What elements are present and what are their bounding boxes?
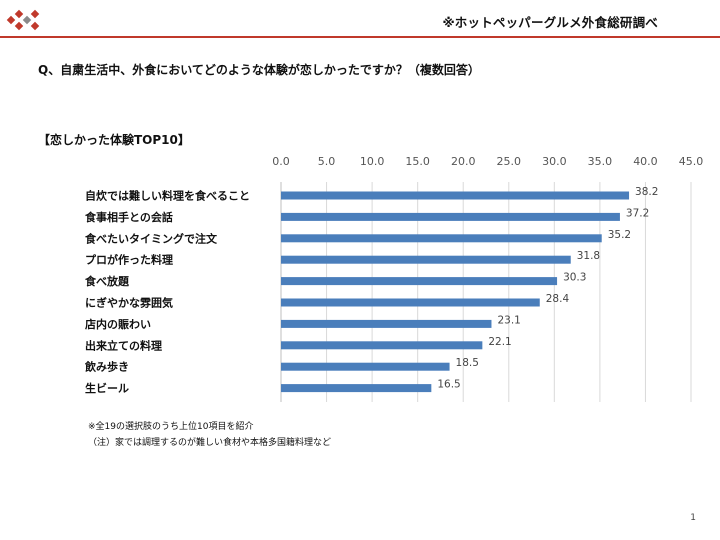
header-divider (0, 36, 720, 38)
footnote: （注）家では調理するのが難しい食材や本格多国籍料理など (88, 438, 332, 448)
category-label: 食べ放題 (85, 274, 130, 288)
bar (281, 362, 450, 371)
category-label: 食事相手との会話 (85, 210, 173, 224)
data-label: 18.5 (456, 357, 479, 369)
bar (281, 384, 432, 393)
bar (281, 341, 483, 350)
x-tick-label: 10.0 (360, 155, 385, 168)
x-tick-label: 5.0 (318, 155, 336, 168)
category-label: 食べたいタイミングで注文 (85, 231, 218, 245)
category-label: 自炊では難しい料理を食べること (85, 189, 250, 203)
bar (281, 298, 540, 307)
data-label: 23.1 (497, 314, 520, 326)
data-label: 16.5 (437, 379, 460, 391)
footnote: ※全19の選択肢のうち上位10項目を紹介 (88, 422, 254, 432)
data-label: 35.2 (608, 229, 631, 241)
survey-question: Q、自粛生活中、外食においてどのような体験が恋しかったですか？（複数回答） (38, 63, 480, 77)
x-tick-label: 20.0 (451, 155, 476, 168)
bar (281, 191, 630, 200)
source-note: ※ホットペッパーグルメ外食総研調べ (442, 15, 658, 30)
category-label: 飲み歩き (84, 360, 129, 374)
section-heading: 【恋しかった体験TOP10】 (38, 133, 190, 147)
x-tick-label: 35.0 (588, 155, 613, 168)
x-tick-label: 30.0 (542, 155, 567, 168)
data-label: 38.2 (635, 186, 658, 198)
category-label: 出来立ての料理 (85, 338, 162, 352)
x-tick-label: 45.0 (679, 155, 704, 168)
category-label: にぎやかな雰囲気 (85, 296, 173, 310)
data-label: 30.3 (563, 272, 586, 284)
bar (281, 319, 492, 328)
category-label: 店内の賑わい (85, 317, 151, 331)
data-label: 31.8 (577, 250, 600, 262)
data-label: 22.1 (488, 336, 511, 348)
brand-logo (6, 9, 40, 31)
data-label: 37.2 (626, 207, 649, 219)
page-number: 1 (690, 513, 696, 523)
bar (281, 277, 558, 286)
category-label: 生ビール (85, 381, 129, 395)
x-tick-label: 25.0 (497, 155, 522, 168)
x-tick-label: 0.0 (272, 155, 290, 168)
bar (281, 255, 571, 264)
bar (281, 212, 620, 221)
x-tick-label: 15.0 (405, 155, 430, 168)
horizontal-bar-chart: 0.0 5.0 10.0 15.0 20.0 25.0 30.0 35.0 40.0 45.0 自炊… (84, 155, 704, 402)
category-label: プロが作った料理 (85, 253, 173, 267)
x-tick-label: 40.0 (633, 155, 658, 168)
bar (281, 234, 602, 243)
data-label: 28.4 (546, 293, 570, 305)
